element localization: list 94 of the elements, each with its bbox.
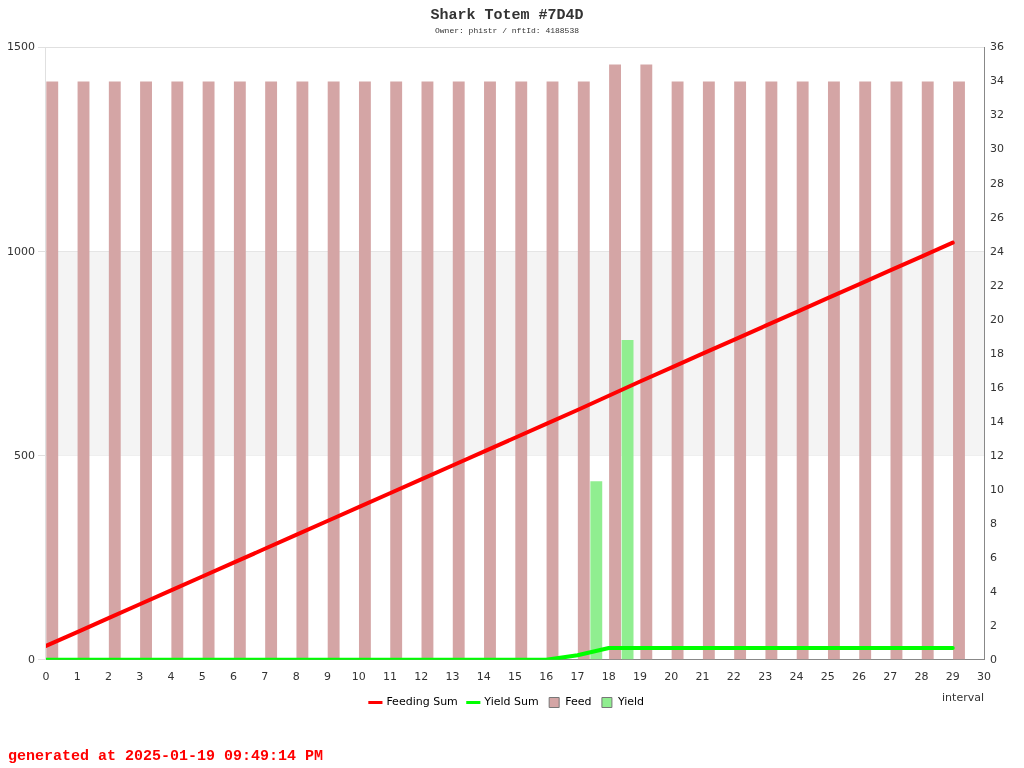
y2-tick-label: 26 [990, 210, 1004, 224]
y2-tick-label: 30 [990, 142, 1004, 156]
legend-label: Feeding Sum [386, 695, 458, 709]
y2-tick-label: 6 [990, 550, 997, 564]
bar [233, 81, 246, 660]
y2-tick-label: 8 [990, 516, 997, 530]
y2-tick-label: 4 [990, 584, 997, 598]
bar [671, 81, 684, 660]
bar [452, 81, 465, 660]
x-tick-label: 29 [945, 670, 960, 684]
x-tick-label: 25 [820, 670, 835, 684]
y2-tick-label: 28 [990, 176, 1004, 190]
x-tick-label: 6 [230, 670, 238, 684]
x-tick-label: 22 [726, 670, 741, 684]
y-tick-label: 500 [13, 448, 35, 462]
x-tick-label: 19 [633, 670, 648, 684]
legend-label: Yield [616, 695, 645, 709]
chart-subtitle: Owner: phistr / nftId: 4188538 [434, 25, 580, 35]
bar [953, 81, 965, 660]
bar [202, 81, 215, 660]
x-tick-label: 0 [42, 670, 50, 684]
text: generated at 2025-01-19 09:49:14 PM [8, 748, 324, 765]
bar [734, 81, 747, 660]
y2-tick-label: 0 [990, 652, 997, 666]
bar [702, 81, 715, 660]
bar [140, 81, 152, 660]
bar [108, 81, 121, 660]
bar [765, 81, 778, 660]
bar [621, 340, 634, 660]
x-tick-label: 1 [73, 670, 81, 684]
x-tick-label: 12 [414, 670, 429, 684]
y2-tick-label: 20 [990, 312, 1004, 326]
bar [484, 81, 496, 660]
y2-tick-label: 22 [990, 278, 1004, 292]
x-tick-label: 9 [323, 670, 331, 684]
legend-label: Feed [565, 695, 592, 709]
x-tick-label: 2 [105, 670, 113, 684]
bar [796, 81, 809, 660]
x-tick-label: 21 [695, 670, 710, 684]
x-tick-label: 11 [382, 670, 397, 684]
y2-tick-label: 24 [990, 244, 1004, 258]
bar [265, 81, 278, 660]
bar [390, 81, 403, 660]
bar [590, 481, 603, 660]
x-axis-title: interval [942, 691, 984, 705]
bar [827, 81, 840, 660]
bar [640, 64, 653, 660]
bar [546, 81, 559, 660]
bar [77, 81, 90, 660]
x-tick-label: 16 [539, 670, 554, 684]
y2-tick-label: 36 [990, 40, 1004, 54]
bar [327, 81, 340, 660]
y2-tick-label: 12 [990, 448, 1004, 462]
x-tick-label: 10 [351, 670, 366, 684]
x-tick-label: 4 [167, 670, 175, 684]
y2-tick-label: 32 [990, 108, 1004, 122]
bar [609, 64, 621, 660]
x-tick-label: 26 [851, 670, 866, 684]
chart-title: Shark Totem #7D4D [430, 6, 584, 24]
x-tick-label: 3 [136, 670, 144, 684]
bar [171, 81, 184, 660]
y2-tick-label: 2 [990, 618, 997, 632]
y-tick-label: 0 [27, 652, 35, 666]
bar [890, 81, 903, 660]
bar [515, 81, 528, 660]
x-tick-label: 30 [977, 670, 991, 684]
x-tick-label: 27 [883, 670, 898, 684]
bar [296, 81, 309, 660]
x-tick-label: 18 [601, 670, 616, 684]
x-tick-label: 17 [570, 670, 585, 684]
bar [921, 81, 934, 660]
x-tick-label: 5 [198, 670, 206, 684]
y2-tick-label: 16 [990, 380, 1004, 394]
x-tick-label: 20 [664, 670, 679, 684]
legend-label: Yield Sum [483, 695, 539, 709]
bar [358, 81, 371, 660]
bar [577, 81, 590, 660]
x-tick-label: 15 [508, 670, 522, 684]
y-tick-label: 1500 [6, 40, 35, 54]
y-tick-label: 1000 [6, 244, 35, 258]
x-tick-label: 8 [292, 670, 300, 684]
x-tick-label: 28 [914, 670, 929, 684]
x-tick-label: 24 [789, 670, 804, 684]
bar [421, 81, 434, 660]
y2-tick-label: 10 [990, 482, 1004, 496]
bar [859, 81, 872, 660]
y2-tick-label: 34 [990, 74, 1004, 88]
x-tick-label: 13 [445, 670, 460, 684]
x-tick-label: 14 [476, 670, 491, 684]
y2-tick-label: 18 [990, 346, 1004, 360]
x-tick-label: 7 [261, 670, 269, 684]
bar [46, 81, 59, 660]
x-tick-label: 23 [758, 670, 773, 684]
y2-tick-label: 14 [990, 414, 1004, 428]
